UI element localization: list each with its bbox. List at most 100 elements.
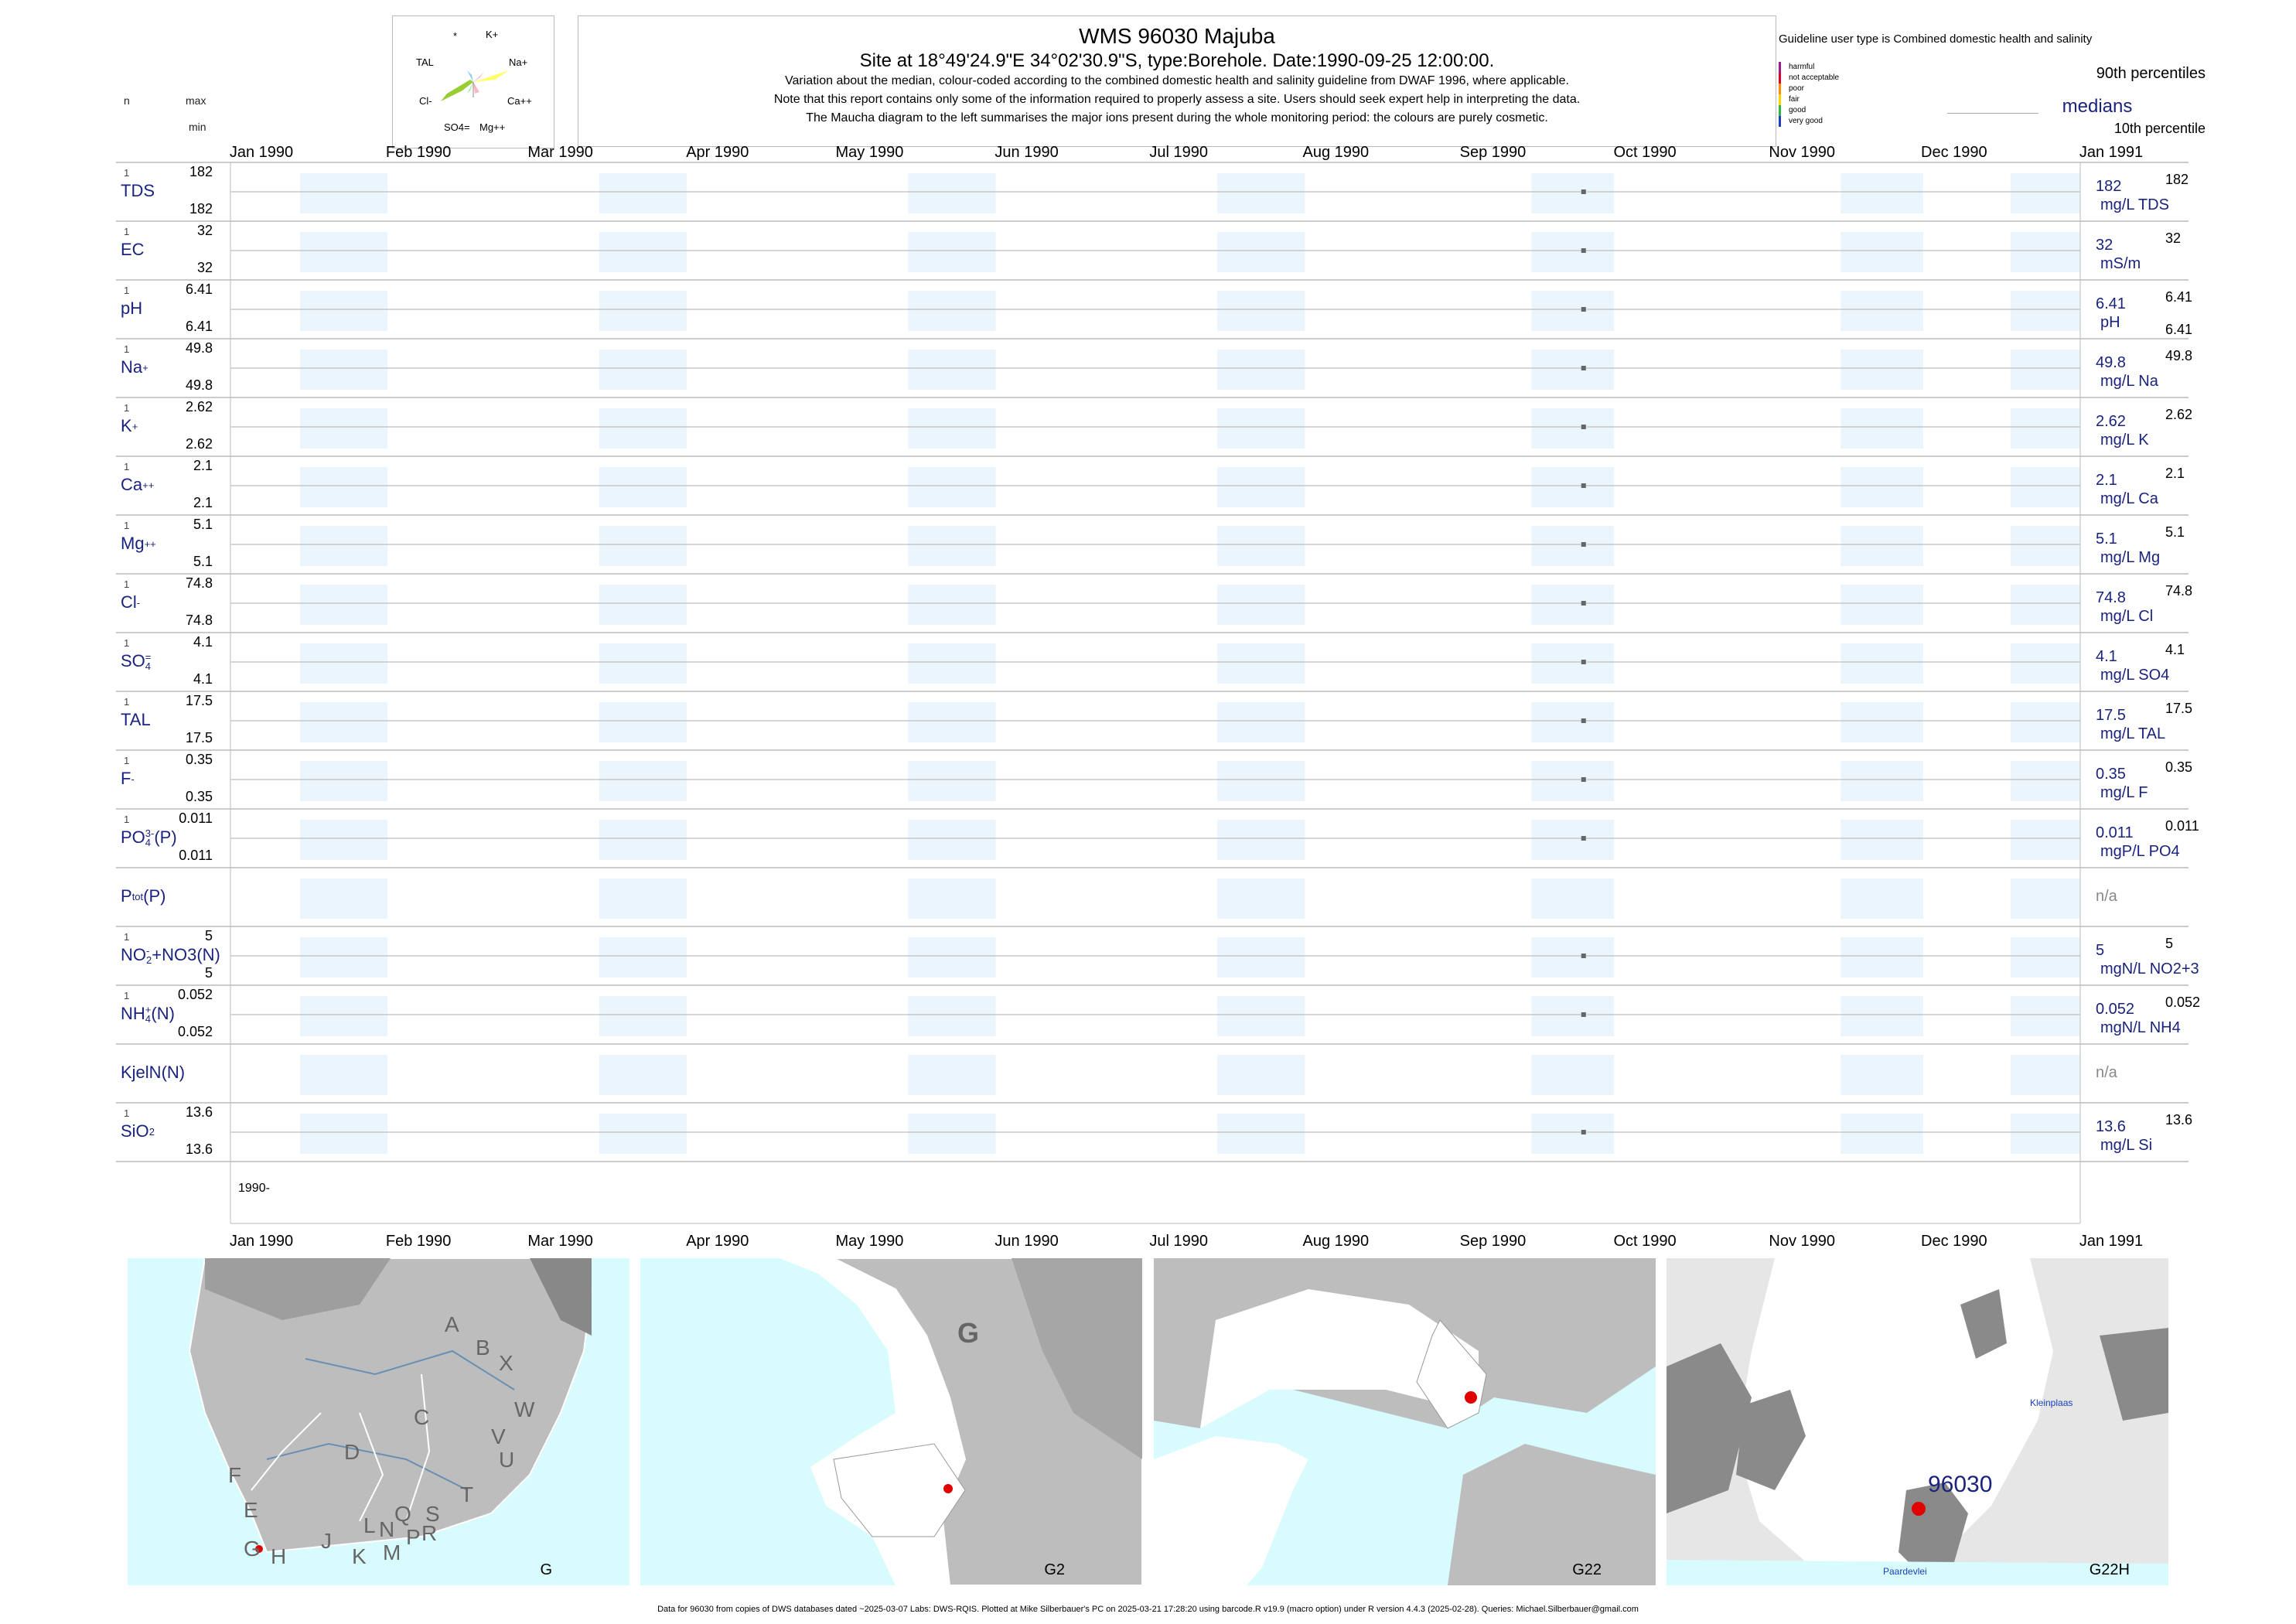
row-n-count: 1 [124, 520, 130, 531]
month-band [2011, 996, 2080, 1036]
row-unit: mg/L Mg [2100, 549, 2161, 566]
row-label: pH [121, 299, 143, 318]
sample-point [1581, 366, 1586, 370]
row-unit: mg/L Na [2100, 373, 2158, 390]
x-tick-label: Jul 1990 [1149, 144, 1208, 161]
sample-point [1581, 954, 1586, 958]
month-band [599, 820, 687, 860]
x-tick-label: Aug 1990 [1302, 1233, 1370, 1250]
month-band [1841, 232, 1923, 272]
guideline-class: harmful [1779, 62, 1887, 73]
x-tick-label: Mar 1990 [527, 144, 593, 161]
row-max-value: 5 [204, 928, 213, 943]
month-band [599, 996, 687, 1036]
month-band [1217, 350, 1305, 390]
drainage-region-letter: P [406, 1525, 421, 1549]
month-band [1531, 1055, 1615, 1095]
row-max-value: 74.8 [185, 575, 213, 591]
row-n-count: 1 [124, 637, 130, 649]
month-band [2011, 1114, 2080, 1154]
row-max-value: 13.6 [185, 1104, 213, 1120]
month-band [1531, 350, 1615, 390]
row-min-value: 5 [204, 965, 213, 981]
x-tick-label: Jan 1990 [229, 1233, 294, 1250]
month-band [908, 291, 996, 331]
month-band [300, 408, 388, 449]
row-value-na: n/a [2096, 888, 2117, 905]
x-tick-label: Dec 1990 [1921, 1233, 1987, 1250]
row-labels-layer: Jan 1990 Jan 1990 Feb 1990 Feb 1990 Mar 1990… [121, 144, 2200, 1250]
sample-point [1581, 1130, 1586, 1134]
row-label: KjelN(N) [121, 1063, 186, 1082]
month-band [599, 761, 687, 801]
row-unit: mg/L Si [2100, 1137, 2153, 1154]
guideline-class: good [1779, 105, 1887, 116]
guideline-class: poor [1779, 84, 1887, 94]
map-g2-label: G2 [1044, 1561, 1065, 1578]
month-band [1217, 879, 1305, 919]
maucha-ion-k: K+ [486, 29, 499, 40]
sample-point [1581, 248, 1586, 253]
row-median-value: 4.1 [2096, 648, 2117, 665]
month-band [1531, 173, 1615, 213]
row-max-value: 5.1 [193, 517, 213, 532]
sample-point [1581, 189, 1586, 194]
x-tick-label: Jun 1990 [994, 144, 1059, 161]
month-band [1841, 526, 1923, 566]
month-band [2011, 467, 2080, 507]
sample-point [1581, 425, 1586, 429]
month-band [1217, 937, 1305, 977]
drainage-region-letter: R [421, 1521, 438, 1545]
month-band [908, 937, 996, 977]
row-n-count: 1 [124, 167, 130, 179]
map-g22h-label: G22H [2089, 1561, 2130, 1578]
row-label: Cl - [121, 592, 141, 612]
month-band [599, 1055, 687, 1095]
place-paardevlei: Paardevlei [1883, 1566, 1927, 1577]
row-label: EC [121, 240, 145, 259]
x-tick-label: Aug 1990 [1302, 144, 1370, 161]
row-label: Na + [121, 357, 148, 377]
drainage-region-letter: A [445, 1312, 459, 1336]
maucha-shape [441, 70, 509, 101]
row-min-value: 17.5 [185, 730, 213, 745]
row-min-value: 32 [196, 260, 213, 275]
month-band [1841, 643, 1923, 684]
row-median-value: 2.1 [2096, 472, 2117, 489]
drainage-region-letter: L [363, 1513, 376, 1537]
row-min-value: 0.052 [177, 1024, 213, 1039]
month-band [908, 879, 996, 919]
drainage-region-letter: B [476, 1336, 490, 1360]
row-label: TDS [121, 181, 155, 200]
map-region-g2: G G2 [640, 1258, 1142, 1585]
drainage-region-letter: D [344, 1440, 360, 1464]
month-band [599, 1114, 687, 1154]
month-band [599, 350, 687, 390]
x-tick-label: Jan 1991 [2079, 144, 2144, 161]
month-band [300, 291, 388, 331]
month-band [1217, 291, 1305, 331]
row-label: SiO 2 [121, 1121, 155, 1141]
sample-point [1581, 601, 1586, 606]
description-line-2: Note that this report contains only some… [773, 93, 1581, 106]
maucha-ion-ca: Ca++ [507, 95, 532, 107]
row-median-value: 182 [2096, 178, 2122, 195]
x-tick-label: Nov 1990 [1769, 144, 1836, 161]
drainage-region-letter: E [244, 1498, 258, 1522]
map-g-label: G [540, 1561, 552, 1578]
drainage-region-letter: V [491, 1424, 506, 1448]
month-band [599, 232, 687, 272]
month-band [1531, 820, 1615, 860]
month-band [1531, 408, 1615, 449]
row-unit: mg/L F [2100, 784, 2148, 801]
row-min-value: 6.41 [185, 319, 213, 334]
month-band [300, 585, 388, 625]
month-band [599, 702, 687, 742]
row-min-value: 74.8 [185, 612, 213, 628]
month-band [1531, 879, 1615, 919]
month-band [1531, 1114, 1615, 1154]
drainage-region-letter: X [499, 1351, 513, 1375]
month-band [599, 643, 687, 684]
maucha-ion-mg: Mg++ [479, 121, 506, 133]
month-band [2011, 232, 2080, 272]
